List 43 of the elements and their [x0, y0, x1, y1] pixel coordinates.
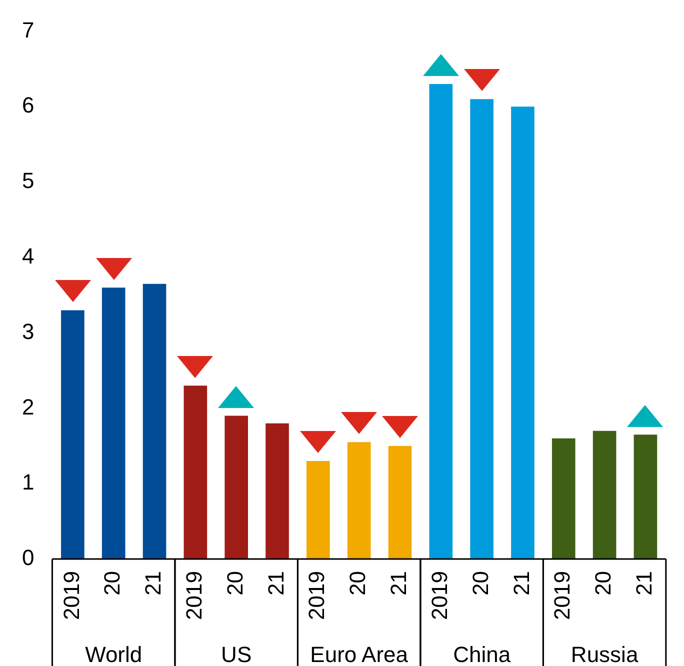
bar: [306, 461, 330, 560]
bar: [61, 310, 84, 560]
x-tick-label: 21: [508, 571, 534, 596]
bar: [142, 284, 166, 560]
x-tick-label: 20: [222, 571, 248, 596]
text: US: [221, 642, 252, 666]
bar: [429, 84, 453, 560]
x-tick-label: 21: [386, 571, 412, 596]
x-tick-label: 2019: [550, 571, 575, 620]
y-tick-label: 4: [22, 243, 34, 268]
y-tick-label: 5: [22, 168, 34, 194]
x-tick-label: 2019: [181, 571, 206, 620]
y-tick-label: 0: [22, 545, 34, 570]
y-tick-label: 3: [22, 318, 34, 344]
bar: [470, 99, 494, 560]
x-tick-label: 21: [632, 571, 657, 596]
bar: [511, 106, 534, 560]
y-tick-label: 6: [22, 92, 34, 118]
bar: [266, 423, 289, 560]
x-tick-label: 2019: [426, 571, 452, 620]
x-tick-label: 20: [468, 571, 493, 596]
x-tick-label: 20: [100, 571, 125, 596]
x-tick-label: 20: [590, 571, 616, 596]
bar: [224, 416, 248, 560]
bar: [388, 446, 412, 560]
x-tick-label: 2019: [58, 571, 84, 620]
x-tick-label: 2019: [304, 571, 330, 620]
bar: [552, 438, 576, 560]
bar: [102, 288, 126, 560]
x-tick-label: 21: [140, 571, 166, 596]
x-tick-label: 21: [263, 571, 288, 596]
y-tick-label: 7: [22, 17, 34, 42]
bar: [184, 386, 208, 560]
y-tick-label: 1: [22, 470, 34, 495]
text: Euro Area: [310, 642, 409, 666]
text: China: [453, 642, 512, 666]
text: Russia: [570, 642, 639, 666]
x-tick-label: 20: [345, 571, 370, 596]
bar: [634, 434, 658, 560]
bar: [592, 430, 616, 560]
text: World: [85, 642, 142, 666]
y-tick-label: 2: [22, 394, 34, 420]
bar: [347, 442, 371, 560]
